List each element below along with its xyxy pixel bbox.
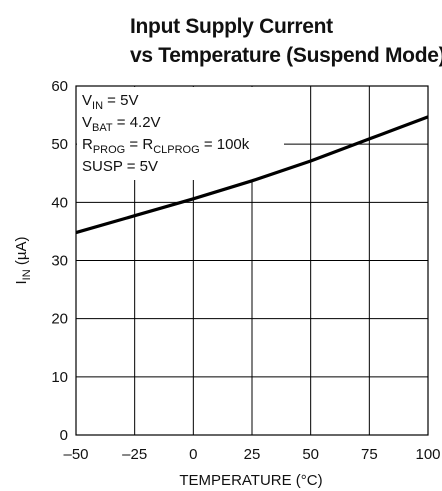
subscript: CLPROG: [153, 144, 199, 156]
text-run: I: [13, 280, 30, 284]
text-run: = R: [125, 136, 153, 153]
y-tick-label: 40: [51, 194, 68, 211]
text-run: (µA): [13, 237, 30, 270]
text-run: V: [82, 92, 92, 109]
annotation-box: [77, 87, 284, 180]
text-run: = 100k: [200, 136, 250, 153]
y-tick-label: 10: [51, 369, 68, 386]
data-line: [75, 115, 429, 235]
plot-frame: [75, 85, 429, 436]
x-axis-label: TEMPERATURE (°C): [179, 472, 322, 489]
y-tick-label: 20: [51, 311, 68, 328]
annotation: VIN = 5V: [82, 92, 138, 112]
x-tick-label: 50: [302, 446, 319, 463]
y-axis-label: IIN (µA): [13, 237, 33, 285]
x-tick-label: 75: [361, 446, 378, 463]
subscript: BAT: [92, 122, 113, 134]
x-tick-label: –50: [63, 446, 88, 463]
x-tick-label: 0: [189, 446, 197, 463]
annotation: RPROG = RCLPROG = 100k: [82, 136, 250, 156]
subscript: IN: [92, 100, 103, 112]
subscript: PROG: [93, 144, 125, 156]
text-run: SUSP = 5V: [82, 158, 158, 175]
annotation: SUSP = 5V: [82, 158, 158, 175]
x-tick-label: 100: [415, 446, 440, 463]
subscript: IN: [21, 269, 33, 280]
text-run: V: [82, 114, 92, 131]
y-tick-label: 30: [51, 253, 68, 270]
y-tick-label: 50: [51, 136, 68, 153]
text-run: = 4.2V: [113, 114, 161, 131]
annotation: VBAT = 4.2V: [82, 114, 161, 134]
chart-title: vs Temperature (Suspend Mode): [130, 44, 442, 67]
y-tick-label: 0: [60, 427, 68, 444]
y-tick-label: 60: [51, 78, 68, 95]
text-run: = 5V: [103, 92, 138, 109]
chart-title: Input Supply Current: [130, 15, 333, 38]
x-tick-label: –25: [122, 446, 147, 463]
x-tick-label: 25: [244, 446, 261, 463]
text-run: R: [82, 136, 93, 153]
